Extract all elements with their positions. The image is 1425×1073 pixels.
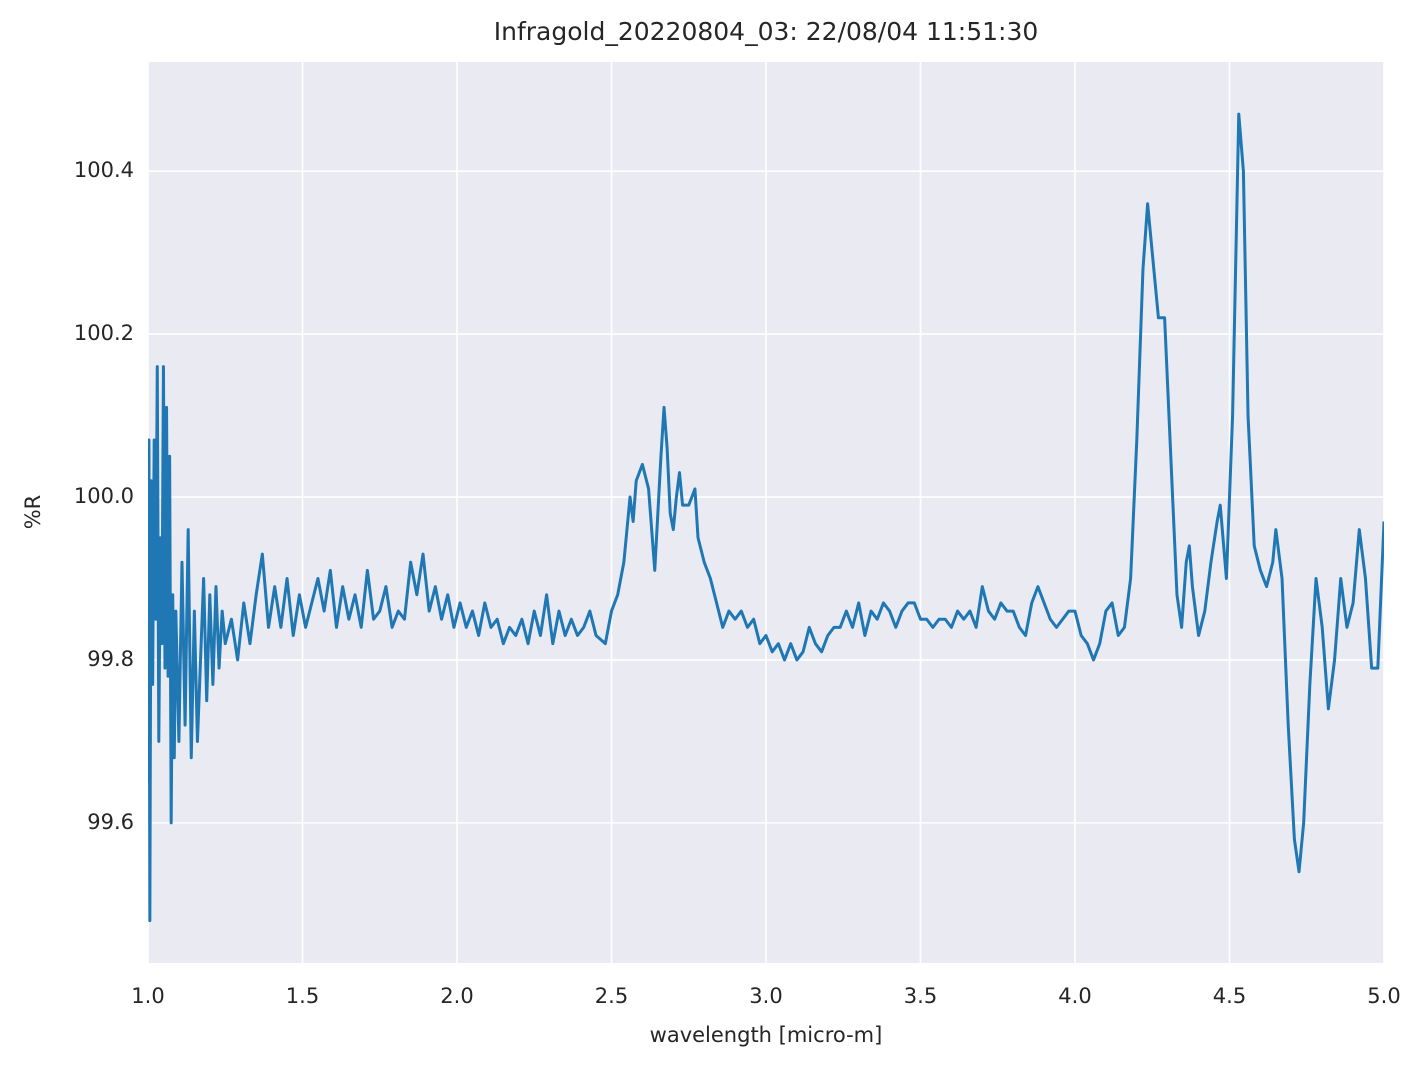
x-tick-label: 1.5 xyxy=(286,984,319,1008)
x-tick-label: 1.0 xyxy=(131,984,164,1008)
y-tick-label: 99.8 xyxy=(87,647,134,671)
y-tick-label: 100.0 xyxy=(74,484,134,508)
x-tick-label: 2.0 xyxy=(440,984,473,1008)
x-tick-label: 2.5 xyxy=(595,984,628,1008)
x-tick-label: 3.0 xyxy=(749,984,782,1008)
grid xyxy=(147,62,1385,963)
x-axis-label: wavelength [micro-m] xyxy=(650,1023,883,1047)
x-tick-label: 4.5 xyxy=(1213,984,1246,1008)
x-tick-label: 3.5 xyxy=(904,984,937,1008)
chart-title: Infragold_20220804_03: 22/08/04 11:51:30 xyxy=(494,17,1039,46)
y-tick-label: 100.2 xyxy=(74,321,134,345)
y-tick-label: 99.6 xyxy=(87,810,134,834)
x-tick-label: 5.0 xyxy=(1367,984,1400,1008)
data-line xyxy=(148,112,1384,923)
x-tick-label: 4.0 xyxy=(1058,984,1091,1008)
y-axis-label: %R xyxy=(21,495,45,530)
series xyxy=(148,112,1384,923)
y-tick-label: 100.4 xyxy=(74,158,134,182)
